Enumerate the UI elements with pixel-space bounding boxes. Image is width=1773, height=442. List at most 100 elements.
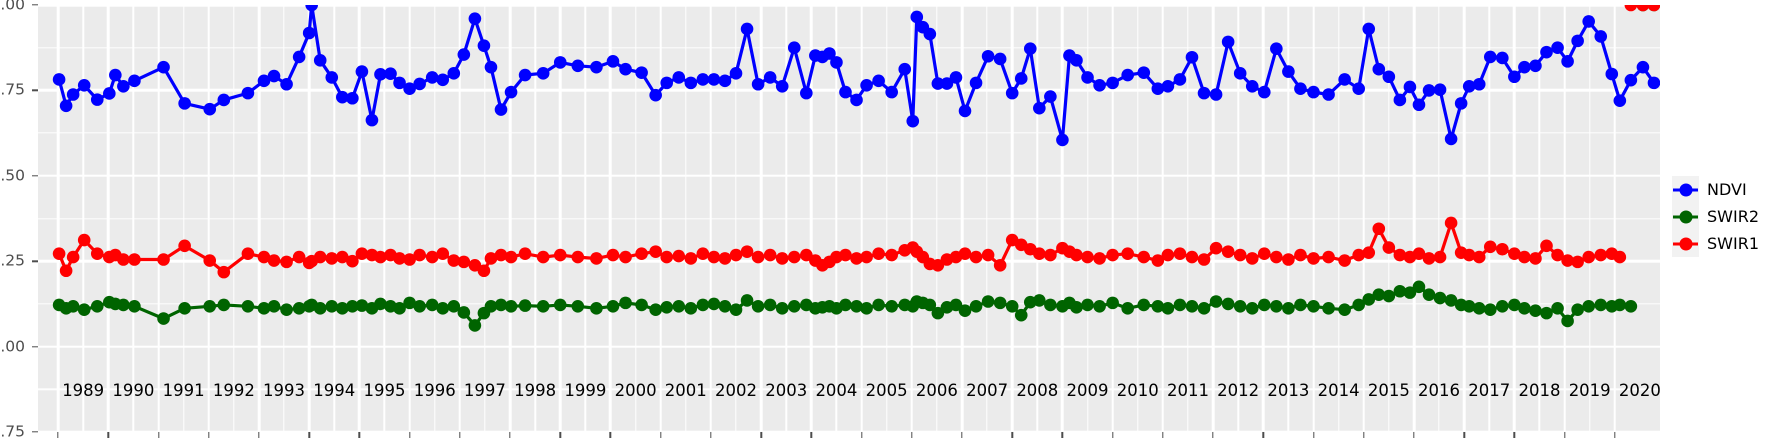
data-point <box>800 86 813 100</box>
x-tick-mark <box>459 432 461 438</box>
gridline-minor-vertical <box>1388 5 1390 432</box>
data-point <box>619 296 632 310</box>
gridline-minor-vertical <box>1086 5 1089 432</box>
data-point <box>1070 248 1083 262</box>
data-point <box>1393 284 1407 298</box>
gridline-major-vertical <box>1010 5 1014 432</box>
data-point <box>384 67 397 80</box>
data-point <box>1209 295 1223 308</box>
data-point <box>1221 297 1235 311</box>
gridline-major-vertical <box>910 5 914 432</box>
data-point <box>393 76 406 90</box>
legend-item-swir2[interactable]: SWIR2 <box>1672 203 1773 230</box>
data-point <box>468 12 482 25</box>
data-point <box>660 250 674 264</box>
data-point <box>1044 298 1057 312</box>
data-point <box>830 56 843 69</box>
gridline-minor-vertical <box>986 5 988 432</box>
gridline-major-vertical <box>358 5 361 432</box>
legend-item-ndvi[interactable]: NDVI <box>1672 176 1773 203</box>
data-point <box>1197 302 1211 315</box>
data-point <box>1496 299 1509 313</box>
data-point <box>413 77 426 91</box>
gridline-major-vertical <box>107 5 110 432</box>
gridline-minor-vertical <box>584 5 587 432</box>
data-point <box>763 298 777 312</box>
data-point <box>1338 303 1351 317</box>
data-point <box>355 299 369 312</box>
data-point <box>292 50 306 64</box>
data-point <box>1636 5 1650 12</box>
data-point <box>1412 98 1426 112</box>
data-point <box>1005 299 1019 313</box>
gridline-minor-vertical <box>1438 5 1440 432</box>
data-point <box>850 93 863 107</box>
data-point <box>993 259 1007 272</box>
gridline-major-vertical <box>508 5 512 432</box>
data-point <box>1540 239 1553 253</box>
data-point <box>336 250 349 264</box>
gridline-minor-vertical <box>685 5 687 432</box>
x-tick-label: 1998 <box>514 381 557 400</box>
data-point <box>1496 51 1509 65</box>
data-point <box>336 90 349 104</box>
x-tick-label: 1989 <box>62 381 105 400</box>
data-point <box>178 97 191 110</box>
gridline-major-vertical <box>1563 5 1566 432</box>
x-tick-mark <box>107 432 109 438</box>
data-point <box>1508 298 1521 312</box>
data-point <box>1483 240 1497 254</box>
data-point <box>606 299 620 313</box>
data-point <box>1624 73 1638 87</box>
data-point <box>1594 248 1608 262</box>
data-point <box>257 250 271 264</box>
data-point <box>910 10 924 24</box>
data-point <box>1613 94 1627 107</box>
x-tick-label: 2013 <box>1267 381 1310 400</box>
data-point <box>504 250 518 264</box>
x-tick-mark <box>157 432 160 438</box>
data-point <box>1245 302 1259 315</box>
data-point <box>1005 86 1019 100</box>
gridline-major-vertical <box>810 5 813 432</box>
data-point <box>403 296 416 310</box>
legend-item-swir1[interactable]: SWIR1 <box>1672 230 1773 257</box>
x-tick-label: 2011 <box>1166 381 1209 400</box>
data-point <box>494 298 508 312</box>
gridline-major-vertical <box>307 5 311 432</box>
data-point <box>931 306 945 320</box>
data-point <box>103 87 116 100</box>
data-point <box>257 74 271 88</box>
data-point <box>981 49 995 63</box>
data-point <box>775 80 789 93</box>
x-tick-mark <box>408 432 411 438</box>
data-point <box>1161 302 1175 315</box>
data-point <box>1571 255 1584 269</box>
data-point <box>217 298 231 312</box>
x-tick-label: 2018 <box>1518 381 1561 400</box>
gridline-minor-vertical <box>785 5 787 432</box>
data-point <box>1044 248 1057 262</box>
gridline-minor-horizontal <box>38 46 1660 49</box>
data-point <box>571 59 585 73</box>
data-point <box>1624 5 1638 12</box>
x-tick-label: 2002 <box>715 381 757 400</box>
data-point <box>1647 5 1660 12</box>
data-point <box>1161 80 1175 93</box>
data-point <box>1636 60 1650 74</box>
data-point <box>52 73 66 86</box>
data-point <box>518 299 532 312</box>
gridline-minor-vertical <box>1588 5 1591 432</box>
data-point <box>1403 80 1417 94</box>
data-point <box>1070 54 1083 67</box>
data-point <box>355 65 369 78</box>
data-point <box>1106 248 1119 262</box>
x-tick-mark <box>1563 432 1566 438</box>
gridline-major-vertical <box>759 5 763 432</box>
gridline-major-vertical <box>1061 5 1064 432</box>
data-point <box>413 248 426 262</box>
legend-point-icon <box>1679 210 1692 223</box>
data-point <box>763 248 777 262</box>
data-point <box>1151 299 1165 313</box>
data-point <box>1518 302 1531 315</box>
